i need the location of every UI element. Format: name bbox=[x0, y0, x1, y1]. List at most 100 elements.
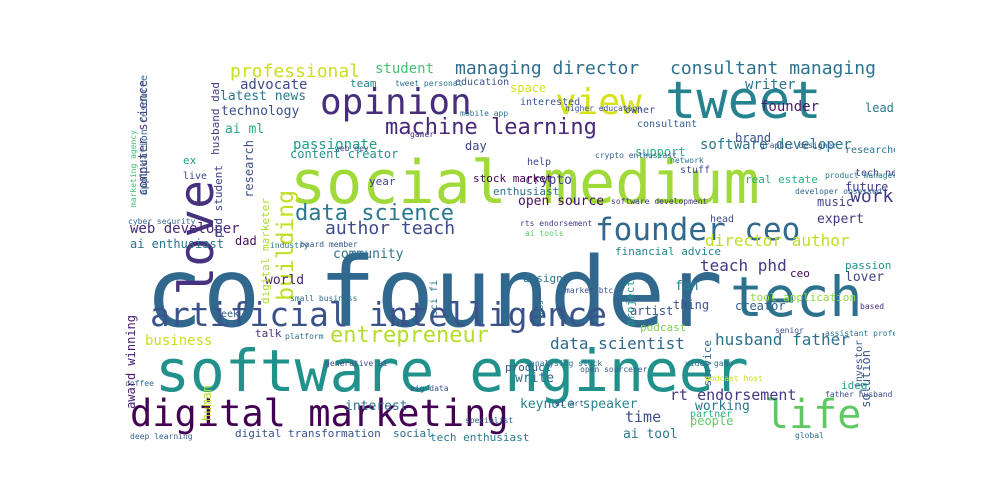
word-136: analysing stock bbox=[530, 359, 603, 368]
word-1: social medium bbox=[290, 148, 760, 218]
word-129: industry bbox=[270, 241, 309, 250]
word-133: father husband bbox=[825, 390, 893, 399]
word-73: tech enthusiast bbox=[430, 431, 530, 444]
word-118: network bbox=[670, 156, 704, 165]
word-33: ai ml bbox=[225, 122, 265, 137]
word-0: co founder bbox=[145, 237, 723, 349]
word-39: stock market bbox=[473, 172, 553, 185]
word-32: lead bbox=[865, 101, 894, 115]
word-47: world bbox=[265, 273, 305, 288]
word-71: digital transformation bbox=[235, 427, 381, 440]
word-41: enthusiast bbox=[493, 185, 560, 198]
word-69: write bbox=[515, 371, 555, 386]
word-74: partner bbox=[690, 409, 733, 420]
word-113: tweet personal bbox=[395, 79, 463, 88]
word-97: space bbox=[510, 81, 547, 95]
word-51: music bbox=[817, 195, 854, 209]
word-19: author teach bbox=[325, 218, 456, 239]
word-37: open source bbox=[518, 194, 605, 209]
word-12: machine learning bbox=[385, 115, 597, 140]
word-cloud: co founder social medium software engineer… bbox=[125, 60, 895, 445]
word-123: big data bbox=[410, 384, 449, 393]
word-59: tool application bbox=[750, 291, 856, 304]
word-107: marketing agency bbox=[129, 130, 138, 208]
word-22: husband father bbox=[715, 330, 850, 349]
word-20: director author bbox=[705, 231, 850, 250]
word-68: keynote speaker bbox=[520, 397, 638, 412]
word-110: generative ai bbox=[325, 359, 388, 368]
word-119: product manager bbox=[825, 171, 895, 180]
word-100: interested bbox=[520, 97, 581, 108]
word-137: podcast host bbox=[705, 374, 763, 383]
word-24: teach phd bbox=[700, 256, 787, 275]
word-138: coffee bbox=[125, 379, 154, 388]
word-43: ai enthusiast bbox=[130, 237, 224, 251]
word-139: sale bbox=[390, 319, 410, 328]
word-94: ex bbox=[183, 154, 197, 167]
word-7: artificial intelligence bbox=[150, 295, 607, 334]
word-98: team bbox=[350, 77, 377, 90]
word-63: time bbox=[625, 408, 662, 426]
word-85: design bbox=[523, 272, 563, 285]
word-54: lover bbox=[845, 270, 885, 285]
word-104: stuff bbox=[680, 165, 711, 176]
word-70: interest bbox=[345, 399, 408, 414]
word-77: human bbox=[200, 385, 214, 422]
word-36: day bbox=[465, 139, 487, 153]
word-25: software developer bbox=[700, 137, 852, 153]
word-143: ai art bbox=[555, 399, 584, 408]
word-83: digital marketer bbox=[259, 198, 272, 304]
word-52: future bbox=[845, 180, 889, 194]
word-57: creator bbox=[735, 299, 786, 313]
word-89: application resource bbox=[139, 75, 150, 196]
word-115: graphic designer bbox=[760, 141, 838, 150]
word-102: owner bbox=[625, 105, 656, 116]
word-72: social bbox=[393, 427, 433, 440]
word-120: developer obsessed bbox=[795, 187, 882, 196]
word-58: thing bbox=[673, 298, 710, 312]
word-42: web developer bbox=[130, 221, 240, 237]
word-140: ai tools bbox=[525, 229, 564, 238]
word-13: data science bbox=[295, 201, 454, 226]
word-116: software development bbox=[611, 197, 708, 206]
word-79: research bbox=[242, 140, 256, 198]
word-111: based bbox=[860, 302, 885, 311]
word-6: digital marketing bbox=[130, 392, 509, 435]
word-46: community bbox=[333, 247, 404, 262]
word-76: idea bbox=[841, 379, 868, 392]
word-84: year bbox=[369, 175, 396, 188]
word-103: help bbox=[527, 157, 552, 168]
word-17: consultant managing bbox=[670, 60, 876, 79]
word-66: working bbox=[695, 399, 750, 414]
word-14: entrepreneur bbox=[330, 323, 489, 348]
word-92: researcher bbox=[845, 145, 895, 156]
word-8: opinion bbox=[320, 82, 472, 123]
word-114: higher education bbox=[565, 104, 643, 113]
word-106: investor bbox=[854, 340, 865, 389]
word-50: expert bbox=[817, 212, 864, 227]
word-16: managing director bbox=[455, 60, 640, 79]
word-87: sci fi bbox=[429, 280, 440, 317]
word-131: gamer bbox=[410, 130, 435, 139]
word-141: rts endorsement bbox=[520, 219, 593, 228]
word-48: business bbox=[145, 333, 213, 349]
word-142: jobs bbox=[536, 300, 545, 320]
word-2: software engineer bbox=[155, 337, 749, 405]
word-99: education bbox=[455, 77, 510, 88]
word-126: web dev bbox=[335, 144, 369, 153]
word-3: tweet bbox=[665, 71, 822, 131]
word-27: advocate bbox=[240, 77, 308, 93]
word-128: board member bbox=[300, 240, 358, 249]
word-88: geek bbox=[215, 309, 240, 320]
word-11: founder ceo bbox=[595, 212, 801, 248]
word-67: ai tool bbox=[623, 427, 678, 442]
word-124: open sourcerer bbox=[580, 365, 648, 374]
word-34: passionate bbox=[293, 137, 378, 153]
word-112: mobile app bbox=[460, 109, 509, 118]
word-65: rt endorsement bbox=[670, 386, 797, 404]
word-80: dad bbox=[235, 234, 257, 248]
word-78: product bbox=[505, 361, 552, 374]
word-130: market btc bbox=[565, 286, 614, 295]
word-56: ceo bbox=[790, 267, 810, 280]
word-21: data scientist bbox=[550, 334, 685, 353]
